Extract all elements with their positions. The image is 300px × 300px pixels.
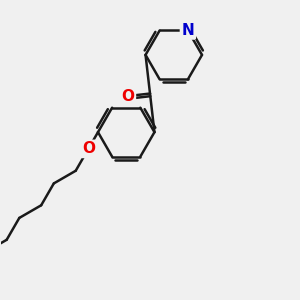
Text: O: O bbox=[122, 88, 134, 104]
Text: N: N bbox=[182, 23, 194, 38]
Text: O: O bbox=[82, 141, 95, 156]
